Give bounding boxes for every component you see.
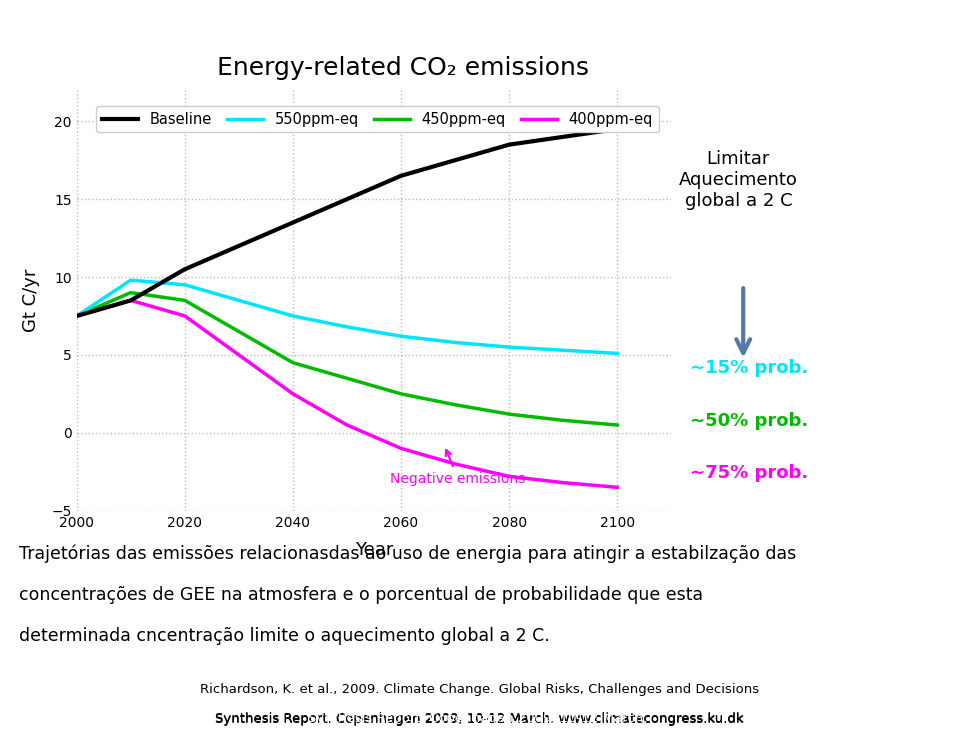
Baseline — [233, 241, 245, 250]
Baseline — [612, 125, 623, 134]
400ppm-eq — [503, 472, 515, 481]
Baseline — [287, 218, 298, 227]
550ppm-eq — [503, 342, 515, 351]
Text: Trajetórias das emissões relacionasdas ao uso de energia para atingir a estabilz: Trajetórias das emissões relacionasdas a… — [19, 544, 796, 563]
400ppm-eq — [450, 460, 461, 469]
Line: 400ppm-eq: 400ppm-eq — [77, 300, 618, 487]
400ppm-eq — [612, 483, 623, 492]
450ppm-eq — [179, 296, 191, 305]
Text: ∼15% prob.: ∼15% prob. — [690, 359, 808, 377]
Baseline — [71, 312, 82, 321]
550ppm-eq — [287, 312, 298, 321]
Text: Negative emissions: Negative emissions — [390, 450, 526, 486]
550ppm-eq — [71, 312, 82, 321]
Text: concentrações de GEE na atmosfera e o porcentual de probabilidade que esta: concentrações de GEE na atmosfera e o po… — [19, 586, 703, 604]
550ppm-eq — [233, 296, 245, 305]
450ppm-eq — [125, 288, 136, 297]
450ppm-eq — [612, 421, 623, 430]
Baseline — [395, 171, 407, 180]
Line: 450ppm-eq: 450ppm-eq — [77, 293, 618, 425]
X-axis label: Year: Year — [355, 541, 393, 559]
Y-axis label: Gt C/yr: Gt C/yr — [22, 269, 40, 332]
Text: Limitar
Aquecimento
global a 2 C: Limitar Aquecimento global a 2 C — [679, 150, 798, 210]
Text: Synthesis Report. Copenhagen 2009, 10-12 March. www.climatecongress.ku.dk: Synthesis Report. Copenhagen 2009, 10-12… — [215, 713, 744, 726]
Baseline — [179, 265, 191, 274]
Text: Energy-related CO₂ emissions: Energy-related CO₂ emissions — [217, 56, 589, 80]
450ppm-eq — [287, 358, 298, 367]
450ppm-eq — [233, 327, 245, 336]
450ppm-eq — [395, 389, 407, 398]
450ppm-eq — [557, 416, 569, 425]
550ppm-eq — [125, 276, 136, 285]
Baseline — [341, 195, 353, 204]
550ppm-eq — [450, 338, 461, 347]
Text: ∼50% prob.: ∼50% prob. — [690, 412, 808, 430]
Text: Synthesis Report. Copenhagen 2009, 10-12 March. www.climatecongress.ku.dk: Synthesis Report. Copenhagen 2009, 10-12… — [215, 712, 744, 725]
Baseline — [125, 296, 136, 305]
Line: 550ppm-eq: 550ppm-eq — [77, 280, 618, 354]
450ppm-eq — [503, 409, 515, 418]
400ppm-eq — [557, 478, 569, 487]
Baseline — [503, 140, 515, 149]
400ppm-eq — [125, 296, 136, 305]
400ppm-eq — [233, 351, 245, 360]
Text: Richardson, K. et al., 2009. Climate Change. Global Risks, Challenges and Decisi: Richardson, K. et al., 2009. Climate Cha… — [199, 683, 760, 696]
Baseline — [450, 155, 461, 164]
400ppm-eq — [71, 312, 82, 321]
Text: Synthesis Report. Copenhagen 2009, 10-12 March.: Synthesis Report. Copenhagen 2009, 10-12… — [308, 712, 651, 725]
400ppm-eq — [341, 421, 353, 430]
550ppm-eq — [395, 332, 407, 341]
550ppm-eq — [612, 349, 623, 358]
Text: determinada cncentração limite o aquecimento global a 2 C.: determinada cncentração limite o aquecim… — [19, 627, 550, 645]
400ppm-eq — [395, 444, 407, 453]
400ppm-eq — [179, 312, 191, 321]
450ppm-eq — [450, 400, 461, 409]
550ppm-eq — [341, 322, 353, 331]
550ppm-eq — [557, 345, 569, 354]
Baseline — [557, 132, 569, 141]
450ppm-eq — [71, 312, 82, 321]
Line: Baseline: Baseline — [77, 129, 618, 316]
400ppm-eq — [287, 389, 298, 398]
450ppm-eq — [341, 374, 353, 383]
Legend: Baseline, 550ppm-eq, 450ppm-eq, 400ppm-eq: Baseline, 550ppm-eq, 450ppm-eq, 400ppm-e… — [96, 106, 659, 132]
550ppm-eq — [179, 280, 191, 289]
Text: ∼75% prob.: ∼75% prob. — [690, 464, 808, 482]
